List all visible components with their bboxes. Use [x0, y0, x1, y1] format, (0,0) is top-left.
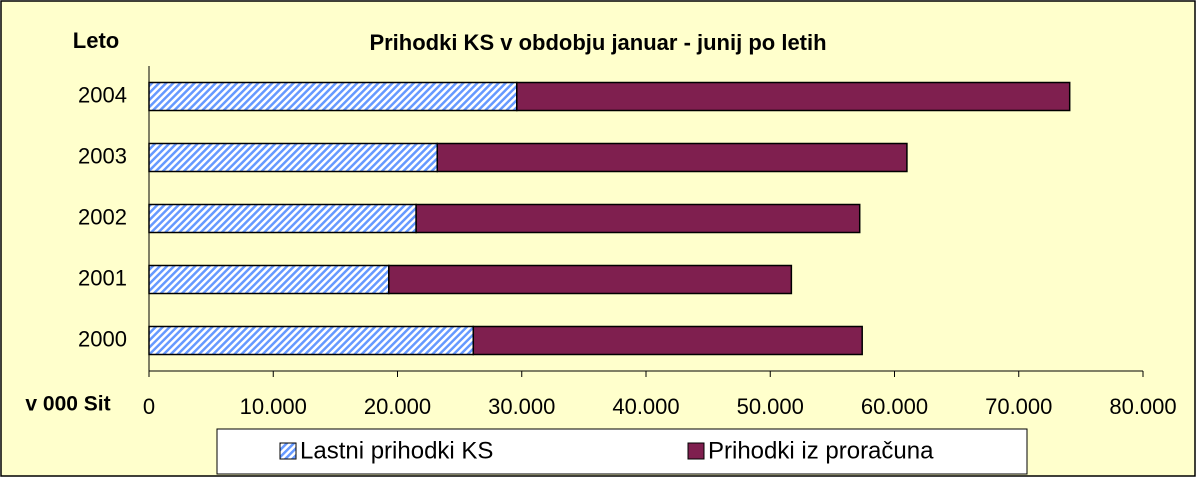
x-tick-label: 40.000	[612, 394, 679, 419]
bar-segment	[388, 264, 793, 295]
legend-label: Lastni prihodki KS	[300, 437, 493, 464]
bar-segment	[148, 325, 475, 356]
x-tick-label: 60.000	[861, 394, 928, 419]
bar-segment	[148, 203, 417, 234]
legend-swatch	[279, 442, 297, 460]
y-tick-label: 2000	[78, 326, 127, 351]
legend-swatch	[687, 442, 705, 460]
x-tick-label: 10.000	[240, 394, 307, 419]
x-tick-label: 20.000	[364, 394, 431, 419]
bar-segment	[148, 142, 439, 173]
x-tick-label: 0	[143, 394, 155, 419]
x-tick-label: 70.000	[985, 394, 1052, 419]
y-tick-label: 2004	[78, 82, 127, 107]
bar-segment	[436, 142, 908, 173]
x-tick-label: 80.000	[1109, 394, 1176, 419]
x-tick-label: 50.000	[737, 394, 804, 419]
chart-title: Prihodki KS v obdobju januar - junij po …	[369, 30, 826, 55]
legend	[216, 428, 1028, 475]
bar-segment	[516, 81, 1071, 112]
y-axis-title: Leto	[73, 28, 119, 53]
y-tick-label: 2003	[78, 143, 127, 168]
bar-segment	[148, 264, 390, 295]
bar-segment	[148, 81, 518, 112]
x-tick-label: 30.000	[488, 394, 555, 419]
y-tick-label: 2001	[78, 265, 127, 290]
y-tick-label: 2002	[78, 204, 127, 229]
legend-label: Prihodki iz proračuna	[708, 437, 934, 464]
bar-segment	[415, 203, 861, 234]
x-axis-title: v 000 Sit	[25, 393, 110, 416]
bar-segment	[472, 325, 863, 356]
